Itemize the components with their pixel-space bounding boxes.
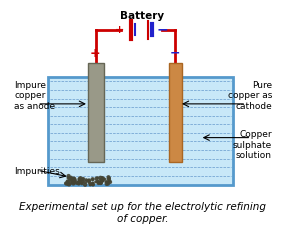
Point [84, 178, 88, 182]
Bar [47, 78, 233, 185]
Text: +: + [115, 24, 124, 34]
Point [91, 181, 95, 185]
Point [86, 179, 90, 182]
Point [107, 179, 112, 183]
Point [87, 179, 92, 182]
Point [91, 183, 96, 187]
Point [70, 178, 74, 182]
Point [88, 183, 93, 187]
Point [67, 178, 72, 182]
Point [94, 177, 99, 181]
Point [64, 182, 69, 186]
Point [90, 178, 95, 181]
Point [107, 176, 112, 180]
Point [101, 177, 106, 180]
Point [96, 181, 101, 184]
Point [101, 179, 105, 183]
Point [90, 183, 95, 186]
Point [100, 179, 105, 183]
Point [69, 177, 73, 180]
Point [76, 181, 81, 185]
Point [90, 182, 95, 185]
Point [66, 175, 71, 178]
Point [72, 179, 76, 183]
Point [88, 183, 92, 187]
Text: Battery: Battery [120, 11, 164, 21]
Point [73, 179, 78, 183]
Point [106, 175, 111, 179]
Point [83, 183, 88, 187]
Point [104, 180, 108, 184]
Point [87, 181, 92, 185]
Text: Copper
sulphate
solution: Copper sulphate solution [233, 130, 272, 160]
Point [106, 177, 111, 181]
Point [80, 180, 84, 184]
Point [78, 178, 82, 181]
Point [71, 182, 76, 185]
Text: Experimental set up for the electrolytic refining
of copper.: Experimental set up for the electrolytic… [19, 201, 267, 223]
Point [99, 181, 103, 185]
Text: +: + [90, 47, 101, 59]
Point [70, 180, 75, 184]
Point [93, 180, 98, 184]
Point [65, 183, 70, 186]
Point [68, 182, 72, 185]
Text: Impure
copper
as anode: Impure copper as anode [14, 81, 55, 110]
Point [72, 177, 76, 180]
Point [81, 177, 86, 181]
Point [100, 179, 104, 183]
Point [98, 176, 103, 180]
Point [83, 180, 88, 184]
Point [67, 176, 71, 180]
Point [108, 180, 112, 184]
Point [95, 180, 100, 183]
Point [107, 177, 112, 181]
Point [72, 178, 77, 181]
Point [75, 182, 80, 185]
Point [106, 182, 110, 186]
Point [98, 178, 103, 182]
Point [104, 182, 109, 186]
Text: Pure
copper as
cathode: Pure copper as cathode [228, 81, 272, 110]
Point [80, 181, 84, 185]
Text: Impurities: Impurities [14, 166, 60, 175]
Point [98, 181, 103, 185]
Point [87, 179, 91, 183]
Point [72, 179, 76, 183]
Point [100, 176, 104, 180]
Point [76, 181, 80, 185]
Point [63, 182, 68, 185]
Text: −: − [156, 22, 168, 36]
Point [76, 183, 81, 186]
Point [72, 181, 77, 185]
Point [80, 178, 85, 181]
Point [77, 178, 82, 181]
Point [80, 182, 84, 185]
Point [95, 176, 100, 180]
Point [77, 180, 82, 183]
Point [69, 176, 74, 180]
Point [105, 180, 110, 184]
Point [70, 178, 74, 181]
Bar [88, 64, 104, 163]
Point [70, 180, 75, 184]
Point [72, 180, 77, 184]
Point [77, 181, 81, 185]
Point [90, 178, 95, 181]
Point [65, 180, 69, 184]
Point [102, 178, 107, 181]
Point [67, 183, 71, 186]
Point [65, 180, 70, 183]
Point [96, 181, 101, 185]
Point [78, 177, 83, 180]
Bar [169, 64, 182, 163]
Text: −: − [170, 47, 180, 59]
Point [66, 176, 71, 180]
